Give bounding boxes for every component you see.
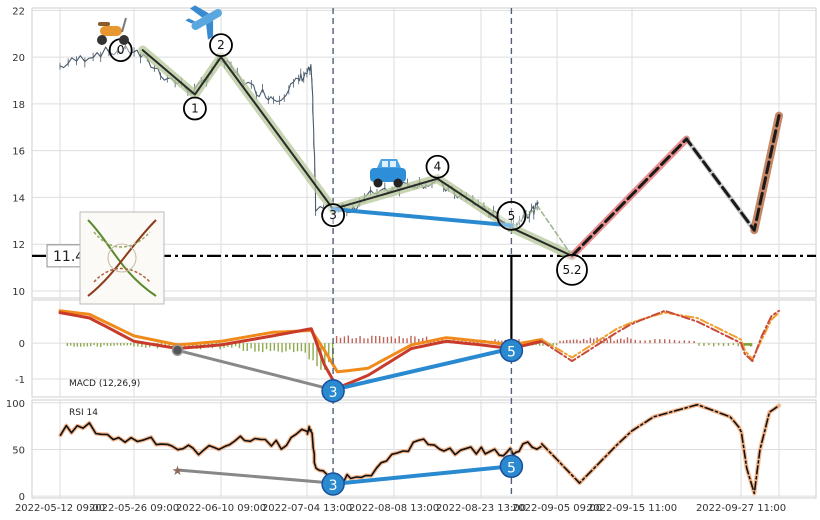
inset-stroke: [93, 231, 151, 248]
rsi-marker-5: [499, 454, 524, 479]
airplane-tail: [185, 18, 196, 24]
macd-y-tick-label: -1: [15, 375, 25, 386]
car-body: [370, 168, 406, 182]
rsi-marker-3: [321, 472, 345, 496]
level-label: 11.4: [53, 249, 84, 265]
scooter-body: [100, 26, 122, 36]
macd-projection: [540, 309, 780, 363]
rsi-marker-5-label: 5: [507, 460, 516, 476]
rsi-marker-3-label: 3: [329, 478, 338, 494]
rsi-line: [59, 422, 543, 484]
car-roof: [377, 159, 401, 168]
macd-gray-point: [171, 344, 184, 357]
macd-panel-frame: [31, 299, 817, 398]
macd-gray-line: [176, 348, 335, 392]
price-y-tick-label: 22: [12, 6, 25, 17]
wave-point-label: 5: [508, 209, 516, 223]
scooter-stem: [121, 17, 127, 33]
x-tick-label: 2022-09-15 11:00: [587, 503, 677, 514]
wave-point-label: 0: [117, 43, 125, 57]
price-divergence-line: [331, 207, 514, 228]
car-wheel: [373, 178, 383, 188]
wave-point-label: 3: [329, 208, 337, 222]
macd-marker-3-label: 3: [329, 385, 338, 401]
car-window: [390, 161, 396, 167]
rsi-projection-line: [541, 403, 780, 495]
airplane-body: [191, 9, 222, 30]
scooter-seat: [98, 22, 110, 26]
macd-divergence-line: [331, 346, 514, 392]
x-tick-label: 2022-08-08 13:00: [349, 503, 439, 514]
wave-point-label: 5.2: [562, 263, 581, 277]
macd-signal-line: [58, 309, 544, 374]
inset-stroke: [93, 267, 151, 283]
x-tick-label: 2022-05-12 09:00: [15, 503, 105, 514]
price-y-tick-label: 10: [12, 287, 25, 298]
scooter-wheel: [97, 35, 107, 45]
x-tick-label: 2022-08-23 13:00: [436, 503, 526, 514]
wave-point-circle: [182, 96, 207, 121]
projection-dashed-line: [570, 114, 781, 258]
rsi-star-icon: ★: [172, 464, 184, 479]
x-tick-label: 2022-06-10 09:00: [176, 503, 266, 514]
car-window: [382, 161, 388, 167]
inset-sketch-image: [79, 211, 165, 305]
macd-marker-5-label: 5: [507, 345, 516, 361]
wave-point-circle: [321, 203, 346, 228]
price-y-tick-label: 12: [12, 240, 25, 251]
rsi-divergence-line: [331, 464, 514, 486]
airplane-wing: [189, 5, 210, 18]
car-wheel: [393, 178, 403, 188]
wave-point-circle: [209, 33, 233, 58]
x-tick-label: 2022-09-05 09:00: [512, 503, 602, 514]
inset-stroke: [87, 219, 157, 297]
x-tick-label: 2022-07-04 13:00: [262, 503, 352, 514]
price-y-tick-label: 16: [12, 147, 25, 158]
price-y-tick-label: 18: [12, 100, 25, 111]
scooter-icon: [97, 17, 129, 45]
macd-marker-3: [321, 379, 345, 403]
rsi-y-tick-label: 0: [19, 492, 25, 503]
rsi-y-tick-label: 50: [12, 445, 25, 456]
rsi-panel-label: RSI 14: [69, 408, 98, 418]
wave-point-label: 2: [217, 38, 225, 52]
price-y-tick-label: 14: [12, 193, 25, 204]
x-tick-label: 2022-05-26 09:00: [89, 503, 179, 514]
inset-stroke: [87, 219, 157, 297]
macd-line: [58, 311, 544, 390]
annotation-layer: 11.4 0 1 2 3 4 5 5.2 3 5 MACD (12,26,9) ★ 3 5 RSI 14: [32, 5, 816, 498]
wave-point-label: 4: [434, 160, 442, 174]
car-icon: [370, 159, 406, 188]
macd-marker-5: [499, 338, 524, 363]
inset-stroke: [107, 243, 137, 273]
macd-y-tick-label: 0: [19, 339, 25, 350]
x-tick-label: 2022-09-27 11:00: [696, 503, 786, 514]
wave-point-label: 1: [191, 102, 199, 116]
scooter-wheel: [119, 35, 129, 45]
price-y-tick-label: 20: [12, 53, 25, 64]
macd-panel-label: MACD (12,26,9): [69, 379, 140, 389]
macd-signal-projection: [540, 311, 780, 361]
wave-point-circle: [556, 254, 588, 286]
airplane-icon: [185, 5, 222, 40]
rsi-gray-line: [176, 468, 335, 485]
rsi-y-tick-label: 100: [6, 399, 25, 410]
wave-point-circle: [496, 200, 527, 231]
airplane-wing: [206, 20, 214, 40]
wave-alt-dashed-line: [510, 206, 573, 257]
wave-point-circle: [425, 154, 450, 179]
